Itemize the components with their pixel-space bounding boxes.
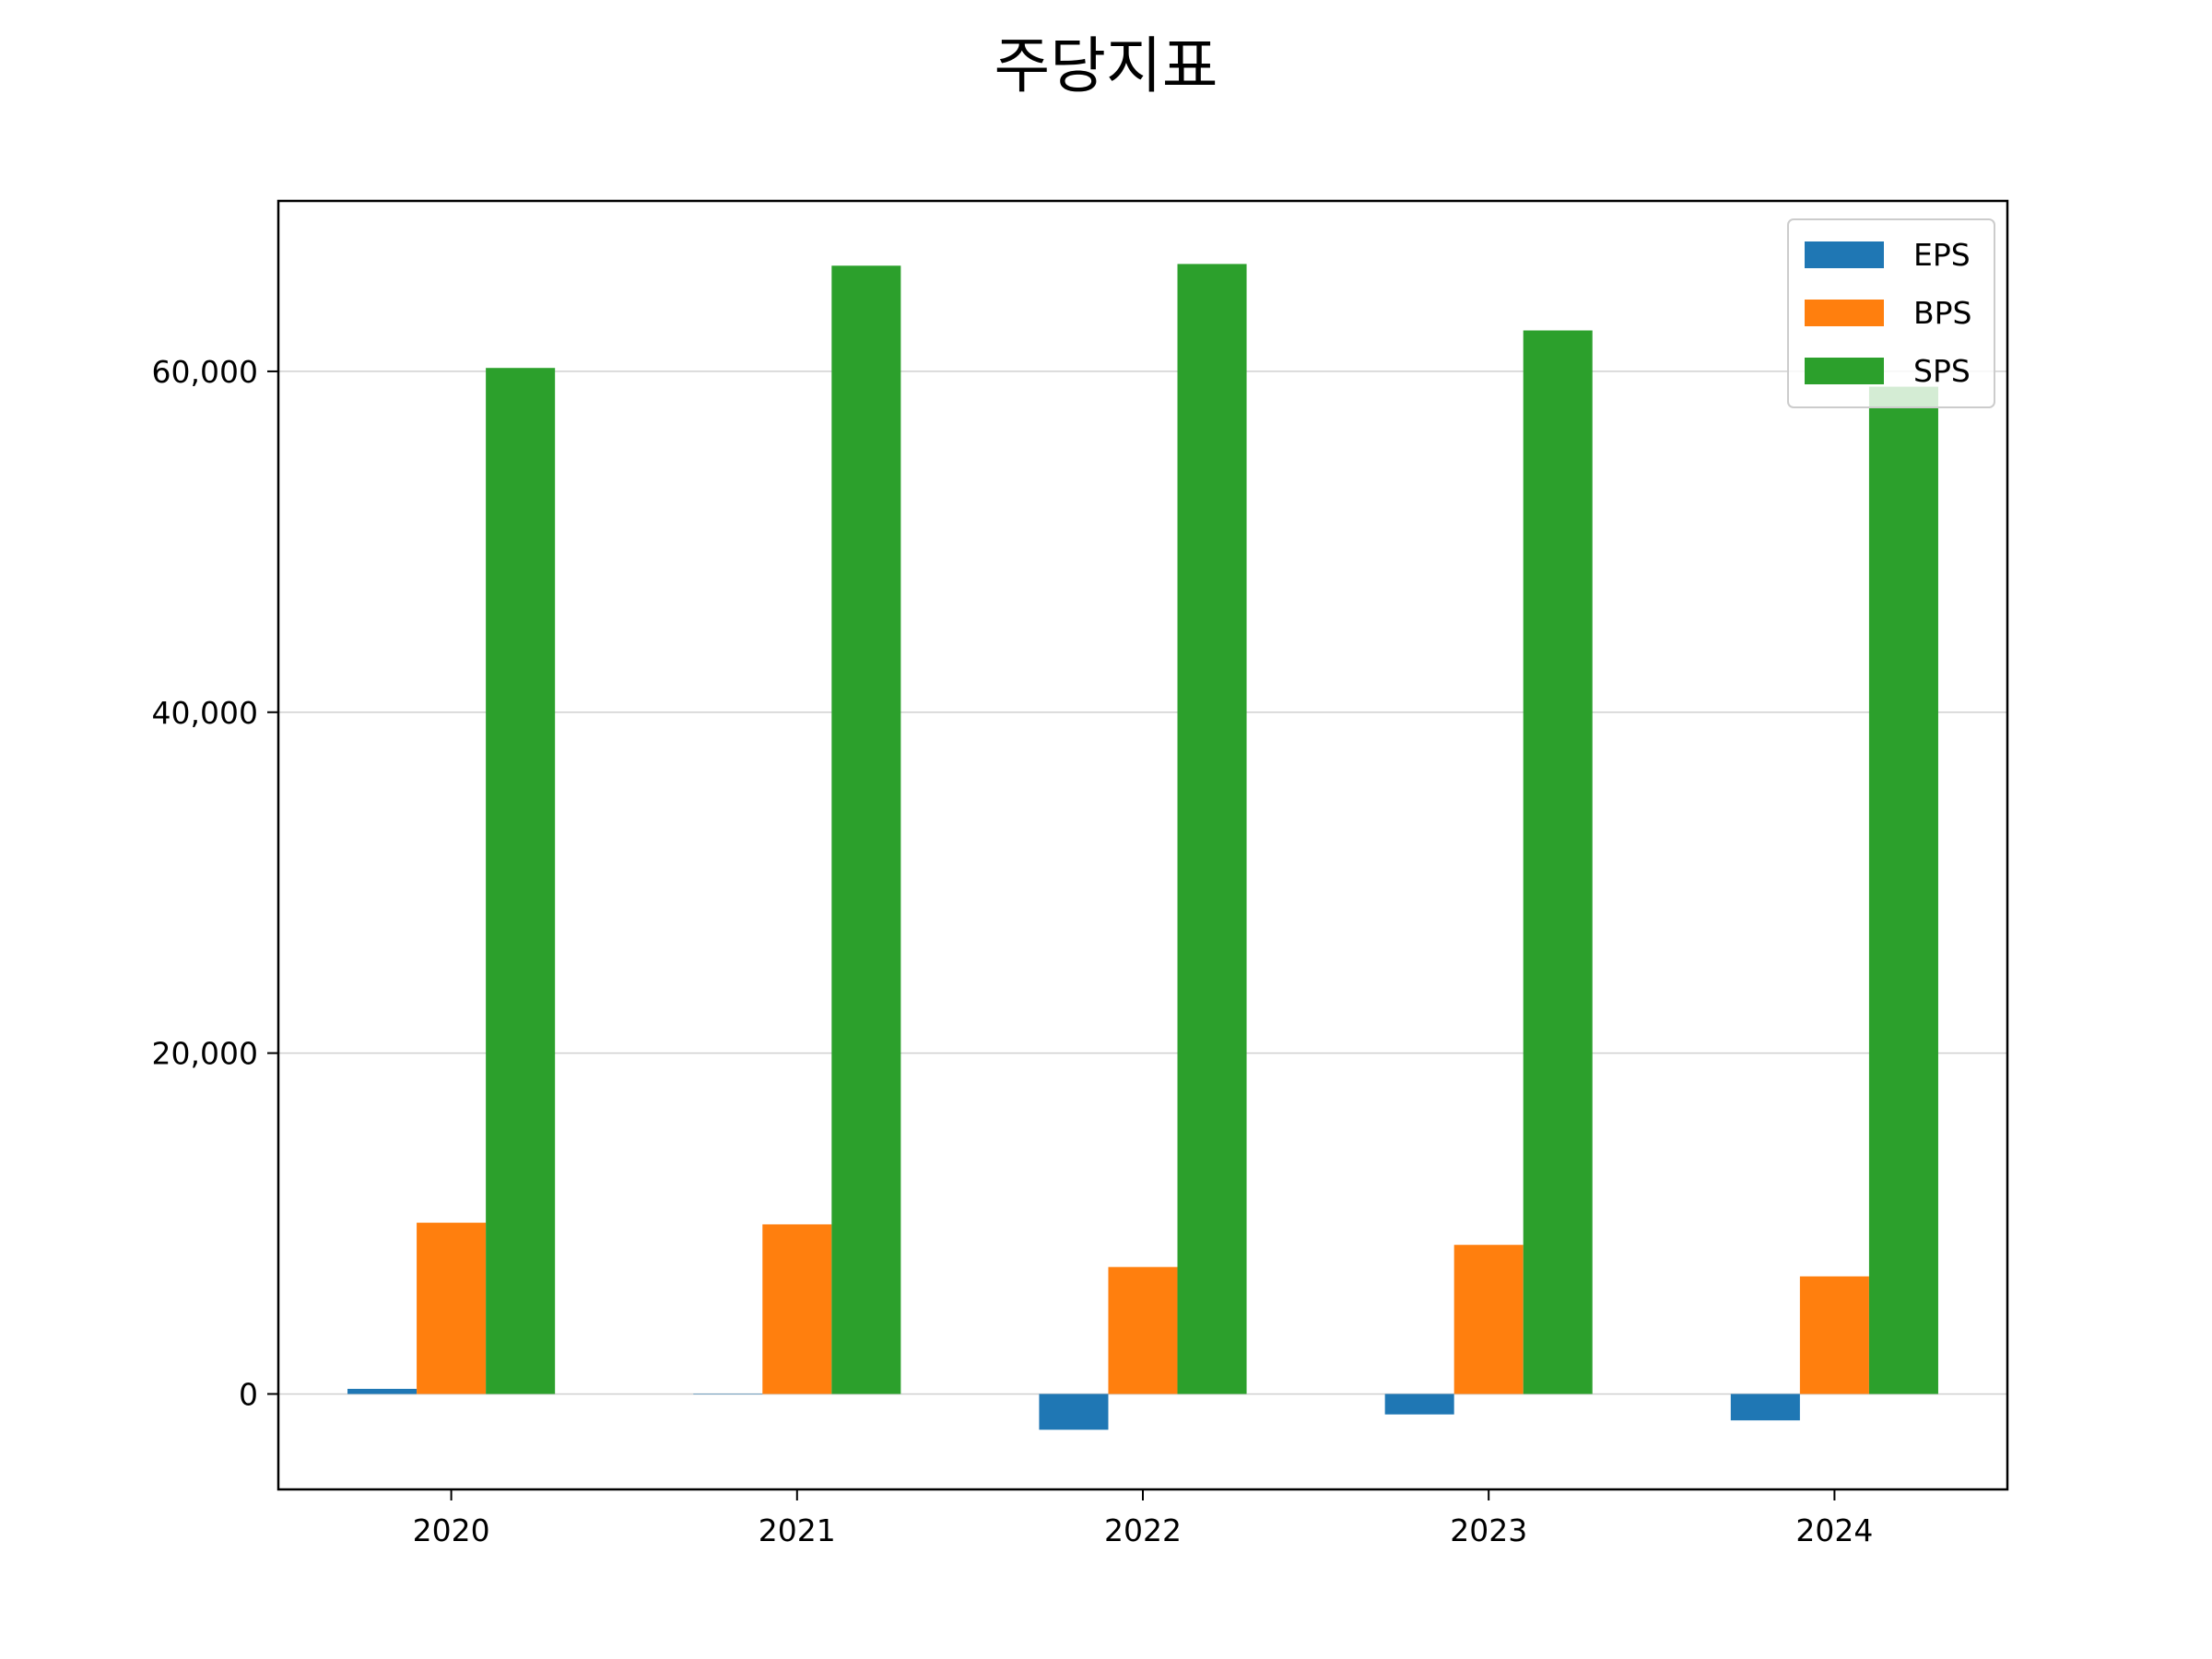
legend-label-eps: EPS <box>1913 237 1971 273</box>
bar-bps-2023 <box>1453 1244 1524 1394</box>
x-tick-label: 2024 <box>1795 1512 1873 1548</box>
bar-bps-2022 <box>1108 1266 1178 1394</box>
y-tick-label: 40,000 <box>152 695 258 731</box>
bar-eps-2023 <box>1384 1394 1454 1415</box>
bar-eps-2020 <box>347 1388 418 1394</box>
legend-label-bps: BPS <box>1913 295 1972 331</box>
bar-sps-2023 <box>1523 330 1593 1394</box>
x-tick-label: 2020 <box>413 1512 490 1548</box>
legend-swatch-eps <box>1805 241 1884 268</box>
bars <box>347 264 1938 1430</box>
x-tick-label: 2023 <box>1450 1512 1527 1548</box>
legend-swatch-sps <box>1805 358 1884 384</box>
legend-label-sps: SPS <box>1913 353 1971 389</box>
bar-sps-2024 <box>1868 386 1938 1394</box>
y-tick-label: 0 <box>239 1376 258 1412</box>
bar-sps-2021 <box>831 265 901 1394</box>
y-axis: 0 20,000 40,000 60,000 <box>152 354 278 1412</box>
chart-title: 주당지표 <box>994 30 1218 101</box>
bar-bps-2024 <box>1799 1276 1869 1394</box>
y-tick-label: 20,000 <box>152 1036 258 1072</box>
bar-bps-2020 <box>417 1222 487 1394</box>
grid-lines <box>278 371 2007 1395</box>
x-tick-label: 2021 <box>759 1512 836 1548</box>
bar-sps-2020 <box>486 368 556 1394</box>
y-tick-label: 60,000 <box>152 354 258 390</box>
x-tick-label: 2022 <box>1104 1512 1182 1548</box>
bar-bps-2021 <box>762 1224 832 1394</box>
bar-eps-2022 <box>1039 1394 1109 1430</box>
legend: EPS BPS SPS <box>1787 218 1995 408</box>
bar-sps-2022 <box>1177 264 1247 1394</box>
x-axis: 2020 2021 2022 2023 2024 <box>413 1489 1873 1548</box>
legend-swatch-bps <box>1805 300 1884 326</box>
bar-eps-2024 <box>1730 1394 1800 1421</box>
